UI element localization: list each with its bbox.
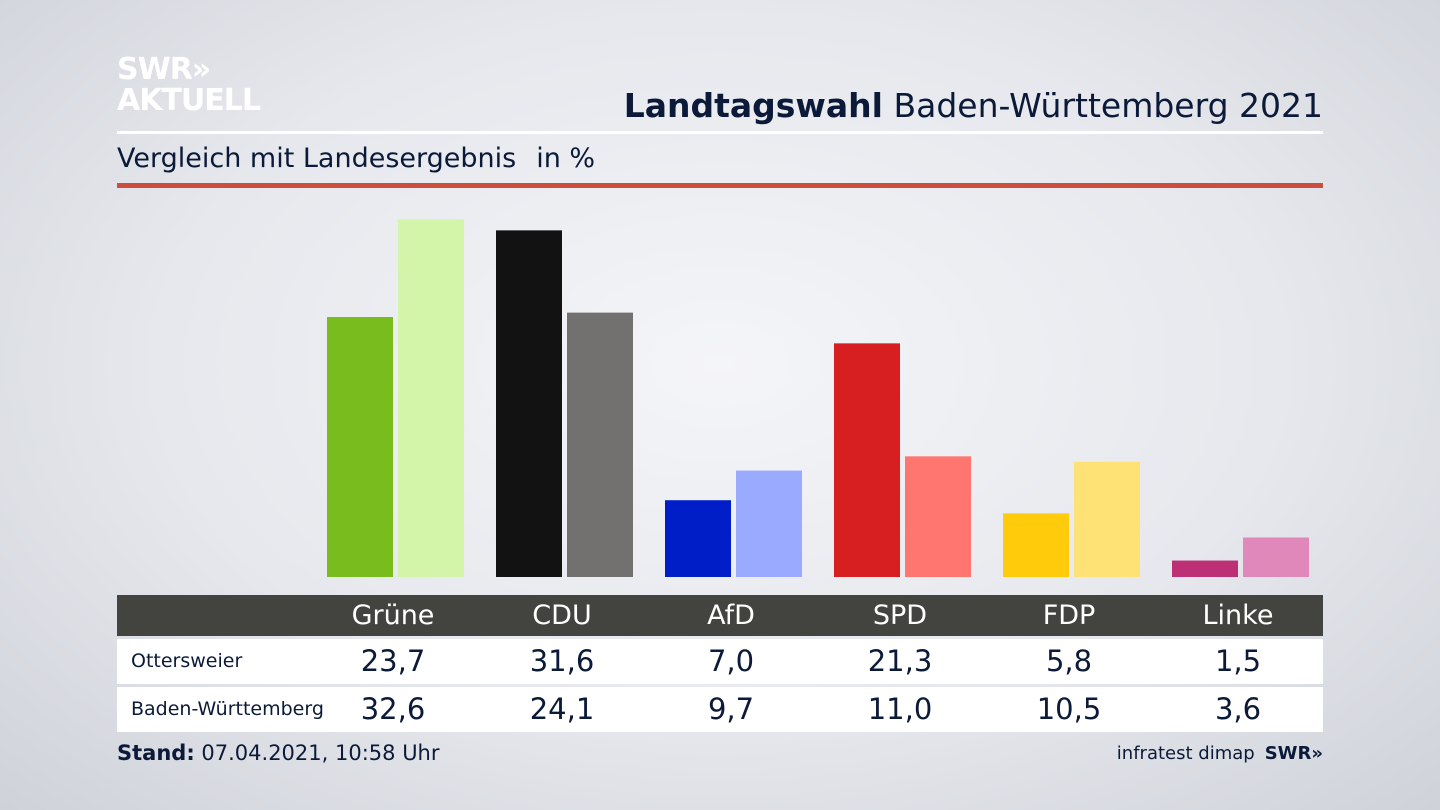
table-row: Baden-Württemberg 32,6 24,1 9,7 11,0 10,… (117, 687, 1323, 732)
value-cell: 11,0 (867, 692, 933, 726)
table-row: Ottersweier 23,7 31,6 7,0 21,3 5,8 1,5 (117, 639, 1323, 684)
timestamp: Stand: 07.04.2021, 10:58 Uhr (117, 741, 440, 765)
value-cell: 7,0 (707, 644, 755, 678)
value-cell: 23,7 (360, 644, 426, 678)
subtitle-text: Vergleich mit Landesergebnis (117, 143, 517, 174)
table-header: Grüne CDU AfD SPD FDP Linke (117, 595, 1323, 636)
source-text: infratest dimap (1116, 743, 1255, 764)
bar-linke-ottersweier (1172, 560, 1238, 577)
unit-label: in % (536, 143, 596, 174)
header-cell-fdp: FDP (1042, 600, 1096, 631)
bar-fdp-baden-w-rttemberg (1074, 461, 1140, 577)
results-table: Grüne CDU AfD SPD FDP Linke Ottersweier … (117, 595, 1323, 732)
value-cell: 3,6 (1214, 692, 1262, 726)
bar-spd-ottersweier (834, 343, 900, 577)
chart-subtitle: Vergleich mit Landesergebnis in % (117, 143, 595, 174)
title-bold: Landtagswahl (623, 86, 883, 125)
row-label: Baden-Württemberg (131, 698, 324, 720)
swr-aktuell-logo: SWR» AKTUELL (117, 52, 261, 118)
bar-fdp-ottersweier (1003, 513, 1069, 577)
value-cell: 9,7 (707, 692, 755, 726)
accent-divider (117, 183, 1323, 188)
header-cell-gruene: Grüne (351, 600, 435, 631)
value-cell: 32,6 (360, 692, 426, 726)
value-cell: 1,5 (1214, 644, 1262, 678)
source-credit: infratest dimap SWR» (1117, 743, 1323, 764)
header-cell-cdu: CDU (532, 600, 592, 631)
bar-cdu-ottersweier (496, 230, 562, 577)
header-cell-spd: SPD (872, 600, 928, 631)
bar-afd-baden-w-rttemberg (736, 470, 802, 577)
stand-label: Stand: (117, 741, 195, 765)
value-cell: 10,5 (1036, 692, 1102, 726)
bar-gr-ne-ottersweier (327, 317, 393, 577)
swr-logo-small: SWR» (1264, 743, 1323, 764)
value-cell: 24,1 (529, 692, 595, 726)
header-cell-linke: Linke (1202, 600, 1274, 631)
page-title: Landtagswahl Baden-Württemberg 2021 (624, 86, 1323, 125)
stand-value: 07.04.2021, 10:58 Uhr (201, 741, 440, 765)
logo-line-2: AKTUELL (117, 83, 261, 118)
value-cell: 31,6 (529, 644, 595, 678)
row-label: Ottersweier (131, 650, 243, 672)
value-cell: 21,3 (867, 644, 933, 678)
value-cell: 5,8 (1045, 644, 1093, 678)
bar-cdu-baden-w-rttemberg (567, 312, 633, 577)
header-cell-afd: AfD (707, 600, 755, 631)
title-divider (117, 131, 1323, 134)
logo-line-1: SWR» (117, 52, 211, 87)
bar-spd-baden-w-rttemberg (905, 456, 971, 577)
title-rest: Baden-Württemberg 2021 (893, 86, 1323, 125)
bar-afd-ottersweier (665, 500, 731, 577)
bar-gr-ne-baden-w-rttemberg (398, 219, 464, 577)
bar-linke-baden-w-rttemberg (1243, 537, 1309, 577)
